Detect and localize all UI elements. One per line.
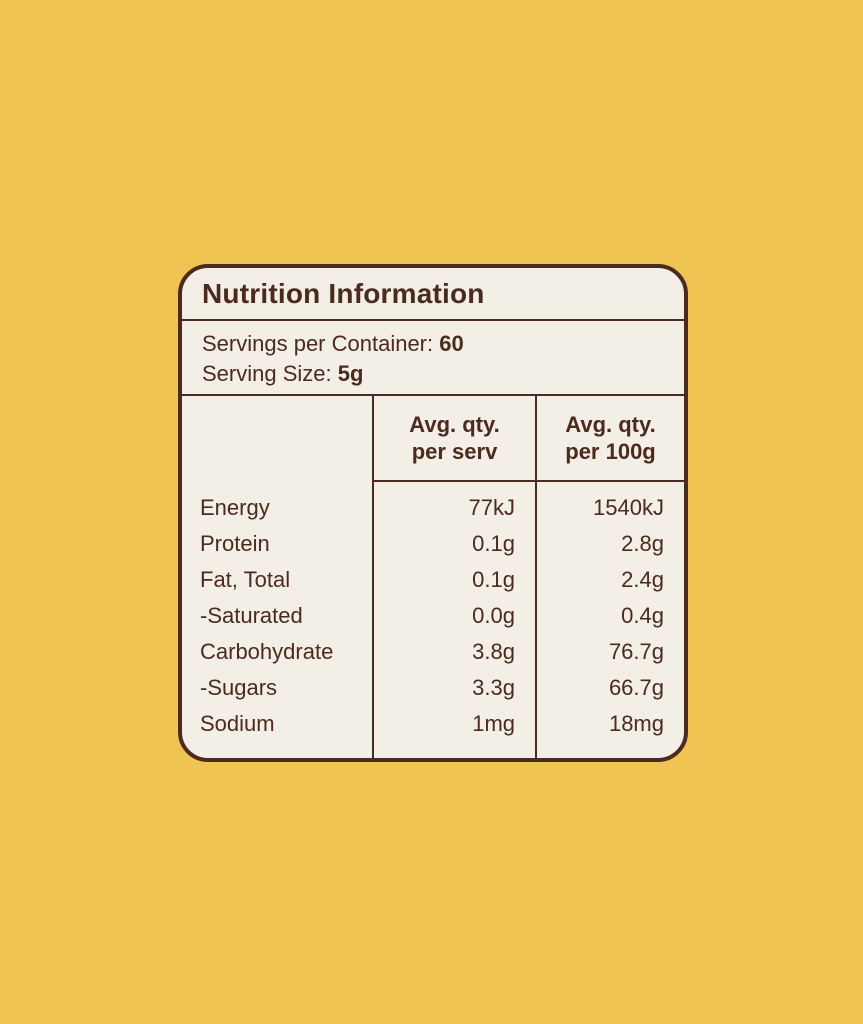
value-sodium-per-serv: 1mg <box>472 711 515 736</box>
nutrition-table: Avg. qty. per serv Avg. qty. per 100g En… <box>182 396 684 758</box>
row-label-fat-total: Fat, Total <box>200 567 291 592</box>
serving-size-line: Serving Size: 5g <box>202 359 664 389</box>
row-label-sodium: Sodium <box>200 711 275 736</box>
per-serv-values-column: 77kJ 0.1g 0.1g 0.0g 3.8g 3.3g 1mg <box>372 482 535 758</box>
per-100g-values-column: 1540kJ 2.8g 2.4g 0.4g 76.7g 66.7g 18mg <box>535 482 684 758</box>
serving-size-value: 5g <box>337 361 364 386</box>
servings-section: Servings per Container: 60 Serving Size:… <box>182 321 684 396</box>
value-carbohydrate-per-serv: 3.8g <box>472 639 515 664</box>
value-fat-total-per-serv: 0.1g <box>472 567 515 592</box>
value-saturated-per-serv: 0.0g <box>472 603 515 628</box>
row-label-energy: Energy <box>200 495 270 520</box>
nutrition-panel: Nutrition Information Servings per Conta… <box>178 264 688 762</box>
value-saturated-per-100g: 0.4g <box>621 603 664 628</box>
value-energy-per-serv: 77kJ <box>468 495 515 520</box>
value-sugars-per-100g: 66.7g <box>608 675 664 700</box>
value-sugars-per-serv: 3.3g <box>472 675 515 700</box>
servings-per-container-value: 60 <box>439 331 464 356</box>
table-header-spacer <box>182 396 372 482</box>
panel-title-section: Nutrition Information <box>182 268 684 321</box>
value-energy-per-100g: 1540kJ <box>593 495 664 520</box>
nutrient-labels-column: Energy Protein Fat, Total -Saturated Car… <box>182 482 372 758</box>
row-label-protein: Protein <box>200 531 270 556</box>
value-carbohydrate-per-100g: 76.7g <box>608 639 664 664</box>
column-header-per-100g-line1: Avg. qty. <box>565 412 656 437</box>
column-header-per-100g: Avg. qty. per 100g <box>535 396 684 482</box>
servings-per-container-line: Servings per Container: 60 <box>202 329 664 359</box>
value-sodium-per-100g: 18mg <box>608 711 664 736</box>
column-header-per-100g-line2: per 100g <box>565 439 656 464</box>
value-protein-per-100g: 2.8g <box>621 531 664 556</box>
value-protein-per-serv: 0.1g <box>472 531 515 556</box>
column-header-per-serv-line2: per serv <box>411 439 498 464</box>
row-label-saturated: -Saturated <box>200 603 303 628</box>
servings-per-container-label: Servings per Container: <box>202 331 440 356</box>
row-label-carbohydrate: Carbohydrate <box>200 639 334 664</box>
page-title: Nutrition Information <box>202 277 485 309</box>
row-label-sugars: -Sugars <box>200 675 278 700</box>
value-fat-total-per-100g: 2.4g <box>621 567 664 592</box>
serving-size-label: Serving Size: <box>202 361 338 386</box>
column-header-per-serv: Avg. qty. per serv <box>372 396 535 482</box>
column-header-per-serv-line1: Avg. qty. <box>409 412 500 437</box>
